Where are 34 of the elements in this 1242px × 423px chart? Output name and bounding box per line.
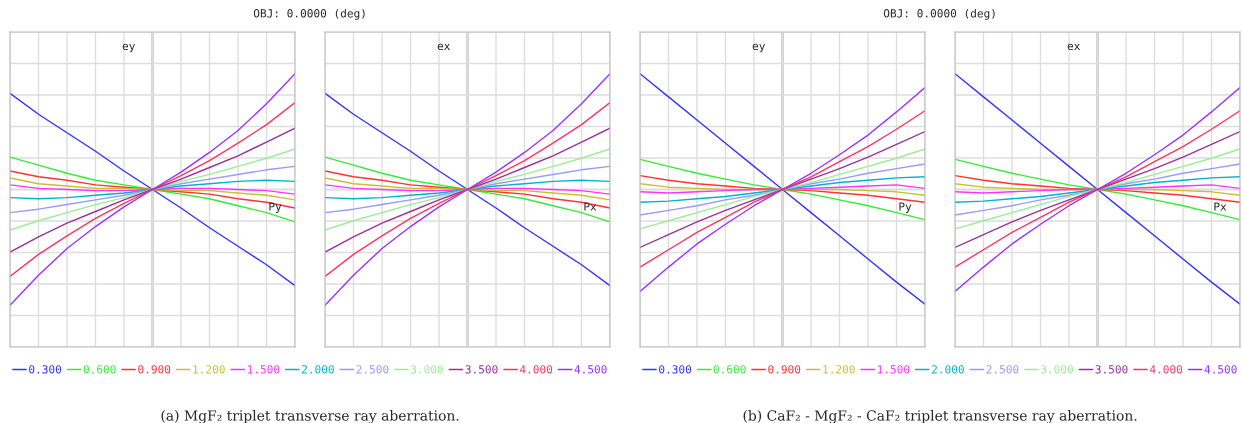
legend-label: 1.200 xyxy=(823,365,855,374)
legend-label: 0.600 xyxy=(83,365,116,374)
y-axis-title: ey xyxy=(752,43,765,53)
legend-label: 2.000 xyxy=(931,365,964,374)
legend-label: 4.000 xyxy=(1149,365,1183,374)
legend-label: 0.600 xyxy=(713,365,746,374)
legend-label: 1.500 xyxy=(877,365,910,374)
text: (b) CaF₂ - MgF₂ - CaF₂ triplet transverse ray aberration. xyxy=(743,410,1137,423)
legend-label: 1.200 xyxy=(193,365,225,374)
legend-label: 0.300 xyxy=(29,365,62,374)
legend-label: 4.500 xyxy=(574,365,607,374)
legend-label: 2.500 xyxy=(986,365,1019,374)
legend-label: 4.500 xyxy=(1204,365,1237,374)
legend-label: 1.500 xyxy=(247,365,280,374)
legend-label: 3.500 xyxy=(465,365,498,374)
legend-label: 3.000 xyxy=(411,365,443,374)
y-axis-title: ey xyxy=(122,43,135,53)
chart-title: OBJ: 0.0000 (deg) xyxy=(253,8,365,20)
chart-title: OBJ: 0.0000 (deg) xyxy=(883,8,995,20)
y-axis-title: ex xyxy=(1067,43,1080,51)
text: (a) MgF₂ triplet transverse ray aberration. xyxy=(161,410,459,423)
legend-label: 0.900 xyxy=(138,365,171,374)
legend-label: 3.500 xyxy=(1095,365,1128,374)
legend-label: 2.000 xyxy=(301,365,334,374)
x-axis-title: Px xyxy=(584,202,597,211)
legend-label: 2.500 xyxy=(356,365,389,374)
legend-label: 0.900 xyxy=(768,365,801,374)
x-axis-title: Py xyxy=(269,202,282,213)
x-axis-title: Px xyxy=(1214,202,1227,211)
x-axis-title: Py xyxy=(899,202,912,213)
legend-label: 3.000 xyxy=(1041,365,1073,374)
y-axis-title: ex xyxy=(437,43,450,51)
text: 0.300 xyxy=(659,365,692,374)
legend-label: 4.000 xyxy=(519,365,553,374)
